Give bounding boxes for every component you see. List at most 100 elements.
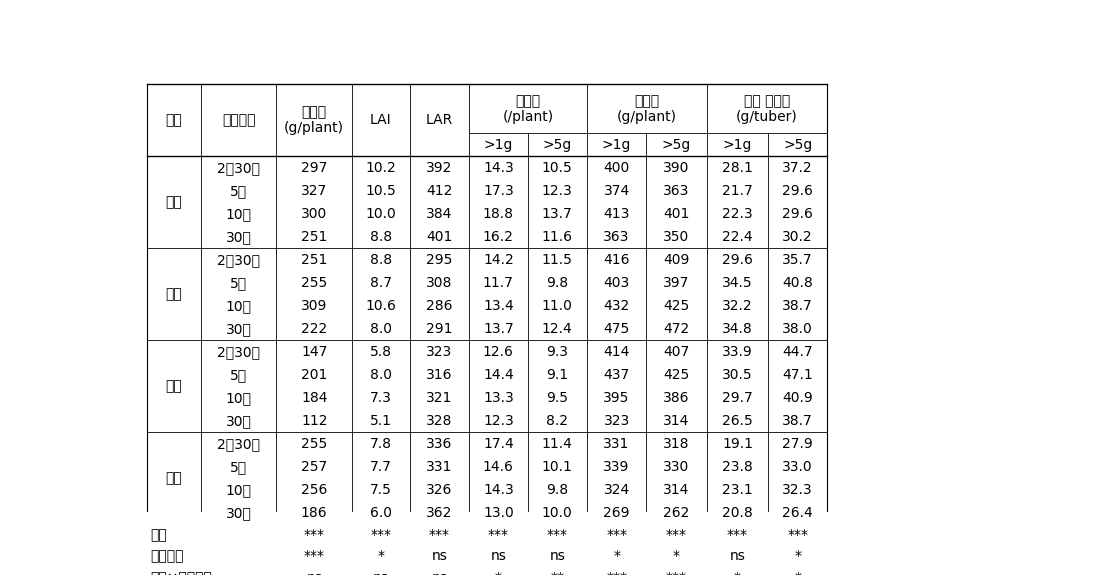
Text: ***: *** <box>666 528 687 542</box>
Text: 308: 308 <box>426 276 453 290</box>
Text: 30.2: 30.2 <box>783 230 813 244</box>
Text: 314: 314 <box>663 414 689 428</box>
Text: 괴경수
(/plant): 괴경수 (/plant) <box>503 94 554 124</box>
Text: 2분30초: 2분30초 <box>218 161 260 175</box>
Text: 222: 222 <box>301 322 327 336</box>
Text: 11.0: 11.0 <box>542 299 573 313</box>
Text: 27.9: 27.9 <box>783 437 814 451</box>
Text: 251: 251 <box>301 253 327 267</box>
Text: 350: 350 <box>664 230 689 244</box>
Text: LAI: LAI <box>370 113 392 127</box>
Text: ns: ns <box>306 571 322 575</box>
Text: 14.2: 14.2 <box>483 253 514 267</box>
Text: 30분: 30분 <box>225 230 252 244</box>
Text: 14.3: 14.3 <box>483 483 514 497</box>
Text: 10.0: 10.0 <box>365 207 396 221</box>
Text: 425: 425 <box>664 299 689 313</box>
Text: ***: *** <box>304 550 325 564</box>
Text: 362: 362 <box>426 506 453 520</box>
Text: 7.3: 7.3 <box>370 391 392 405</box>
Text: 400: 400 <box>604 161 629 175</box>
Text: 323: 323 <box>426 345 453 359</box>
Text: 14.4: 14.4 <box>483 368 514 382</box>
Text: 392: 392 <box>426 161 453 175</box>
Text: ***: *** <box>666 571 687 575</box>
Text: 374: 374 <box>604 184 629 198</box>
Text: 323: 323 <box>604 414 629 428</box>
Text: ns: ns <box>432 550 447 564</box>
Text: 414: 414 <box>604 345 629 359</box>
Text: 8.0: 8.0 <box>370 368 392 382</box>
Text: 33.9: 33.9 <box>723 345 753 359</box>
Text: 품종×분무간격: 품종×분무간격 <box>150 571 212 575</box>
Text: 8.8: 8.8 <box>370 230 392 244</box>
Text: 분무간격: 분무간격 <box>150 550 183 564</box>
Text: 257: 257 <box>301 460 327 474</box>
Text: 11.7: 11.7 <box>483 276 514 290</box>
Text: *: * <box>794 571 801 575</box>
Text: *: * <box>613 550 620 564</box>
Text: 13.3: 13.3 <box>483 391 514 405</box>
Text: 평균 괴경중
(g/tuber): 평균 괴경중 (g/tuber) <box>736 94 798 124</box>
Text: 413: 413 <box>604 207 629 221</box>
Text: 2분30초: 2분30초 <box>218 437 260 451</box>
Text: 8.8: 8.8 <box>370 253 392 267</box>
Text: 295: 295 <box>426 253 453 267</box>
Text: 425: 425 <box>664 368 689 382</box>
Text: 12.4: 12.4 <box>542 322 573 336</box>
Text: *: * <box>495 571 502 575</box>
Text: 10.2: 10.2 <box>365 161 396 175</box>
Text: 256: 256 <box>301 483 327 497</box>
Text: 21.7: 21.7 <box>723 184 753 198</box>
Text: 10.1: 10.1 <box>542 460 573 474</box>
Text: 38.7: 38.7 <box>783 299 814 313</box>
Text: ns: ns <box>491 550 506 564</box>
Text: 경엽중
(g/plant): 경엽중 (g/plant) <box>284 105 344 136</box>
Text: 326: 326 <box>426 483 453 497</box>
Text: 14.6: 14.6 <box>483 460 514 474</box>
Text: >5g: >5g <box>543 137 572 152</box>
Text: ***: *** <box>371 528 392 542</box>
Text: 35.7: 35.7 <box>783 253 813 267</box>
Text: 30분: 30분 <box>225 322 252 336</box>
Text: 23.8: 23.8 <box>723 460 753 474</box>
Text: 40.8: 40.8 <box>783 276 814 290</box>
Text: 하령: 하령 <box>165 380 182 393</box>
Text: 30.5: 30.5 <box>723 368 753 382</box>
Text: 409: 409 <box>663 253 689 267</box>
Text: 7.8: 7.8 <box>370 437 392 451</box>
Text: >1g: >1g <box>602 137 632 152</box>
Text: 5분: 5분 <box>230 368 248 382</box>
Text: 10.5: 10.5 <box>365 184 396 198</box>
Text: 331: 331 <box>604 437 629 451</box>
Text: 8.0: 8.0 <box>370 322 392 336</box>
Text: 10분: 10분 <box>225 483 252 497</box>
Text: 22.4: 22.4 <box>723 230 753 244</box>
Text: 13.0: 13.0 <box>483 506 514 520</box>
Text: >5g: >5g <box>662 137 692 152</box>
Text: 23.1: 23.1 <box>723 483 753 497</box>
Text: 395: 395 <box>604 391 629 405</box>
Text: 384: 384 <box>426 207 453 221</box>
Text: 5분: 5분 <box>230 460 248 474</box>
Text: 26.5: 26.5 <box>723 414 753 428</box>
Text: >1g: >1g <box>484 137 513 152</box>
Text: >1g: >1g <box>723 137 753 152</box>
Text: 34.8: 34.8 <box>723 322 753 336</box>
Text: 407: 407 <box>664 345 689 359</box>
Text: 286: 286 <box>426 299 453 313</box>
Text: 17.3: 17.3 <box>483 184 514 198</box>
Text: 314: 314 <box>663 483 689 497</box>
Text: 10분: 10분 <box>225 207 252 221</box>
Text: 2분30초: 2분30초 <box>218 345 260 359</box>
Text: 12.3: 12.3 <box>483 414 514 428</box>
Text: 324: 324 <box>604 483 629 497</box>
Text: 255: 255 <box>301 437 327 451</box>
Text: 20.8: 20.8 <box>723 506 753 520</box>
Text: 분무간격: 분무간격 <box>222 113 255 127</box>
Text: 38.7: 38.7 <box>783 414 814 428</box>
Text: ***: *** <box>606 571 627 575</box>
Text: 7.5: 7.5 <box>370 483 392 497</box>
Text: 29.6: 29.6 <box>783 184 814 198</box>
Text: ns: ns <box>549 550 565 564</box>
